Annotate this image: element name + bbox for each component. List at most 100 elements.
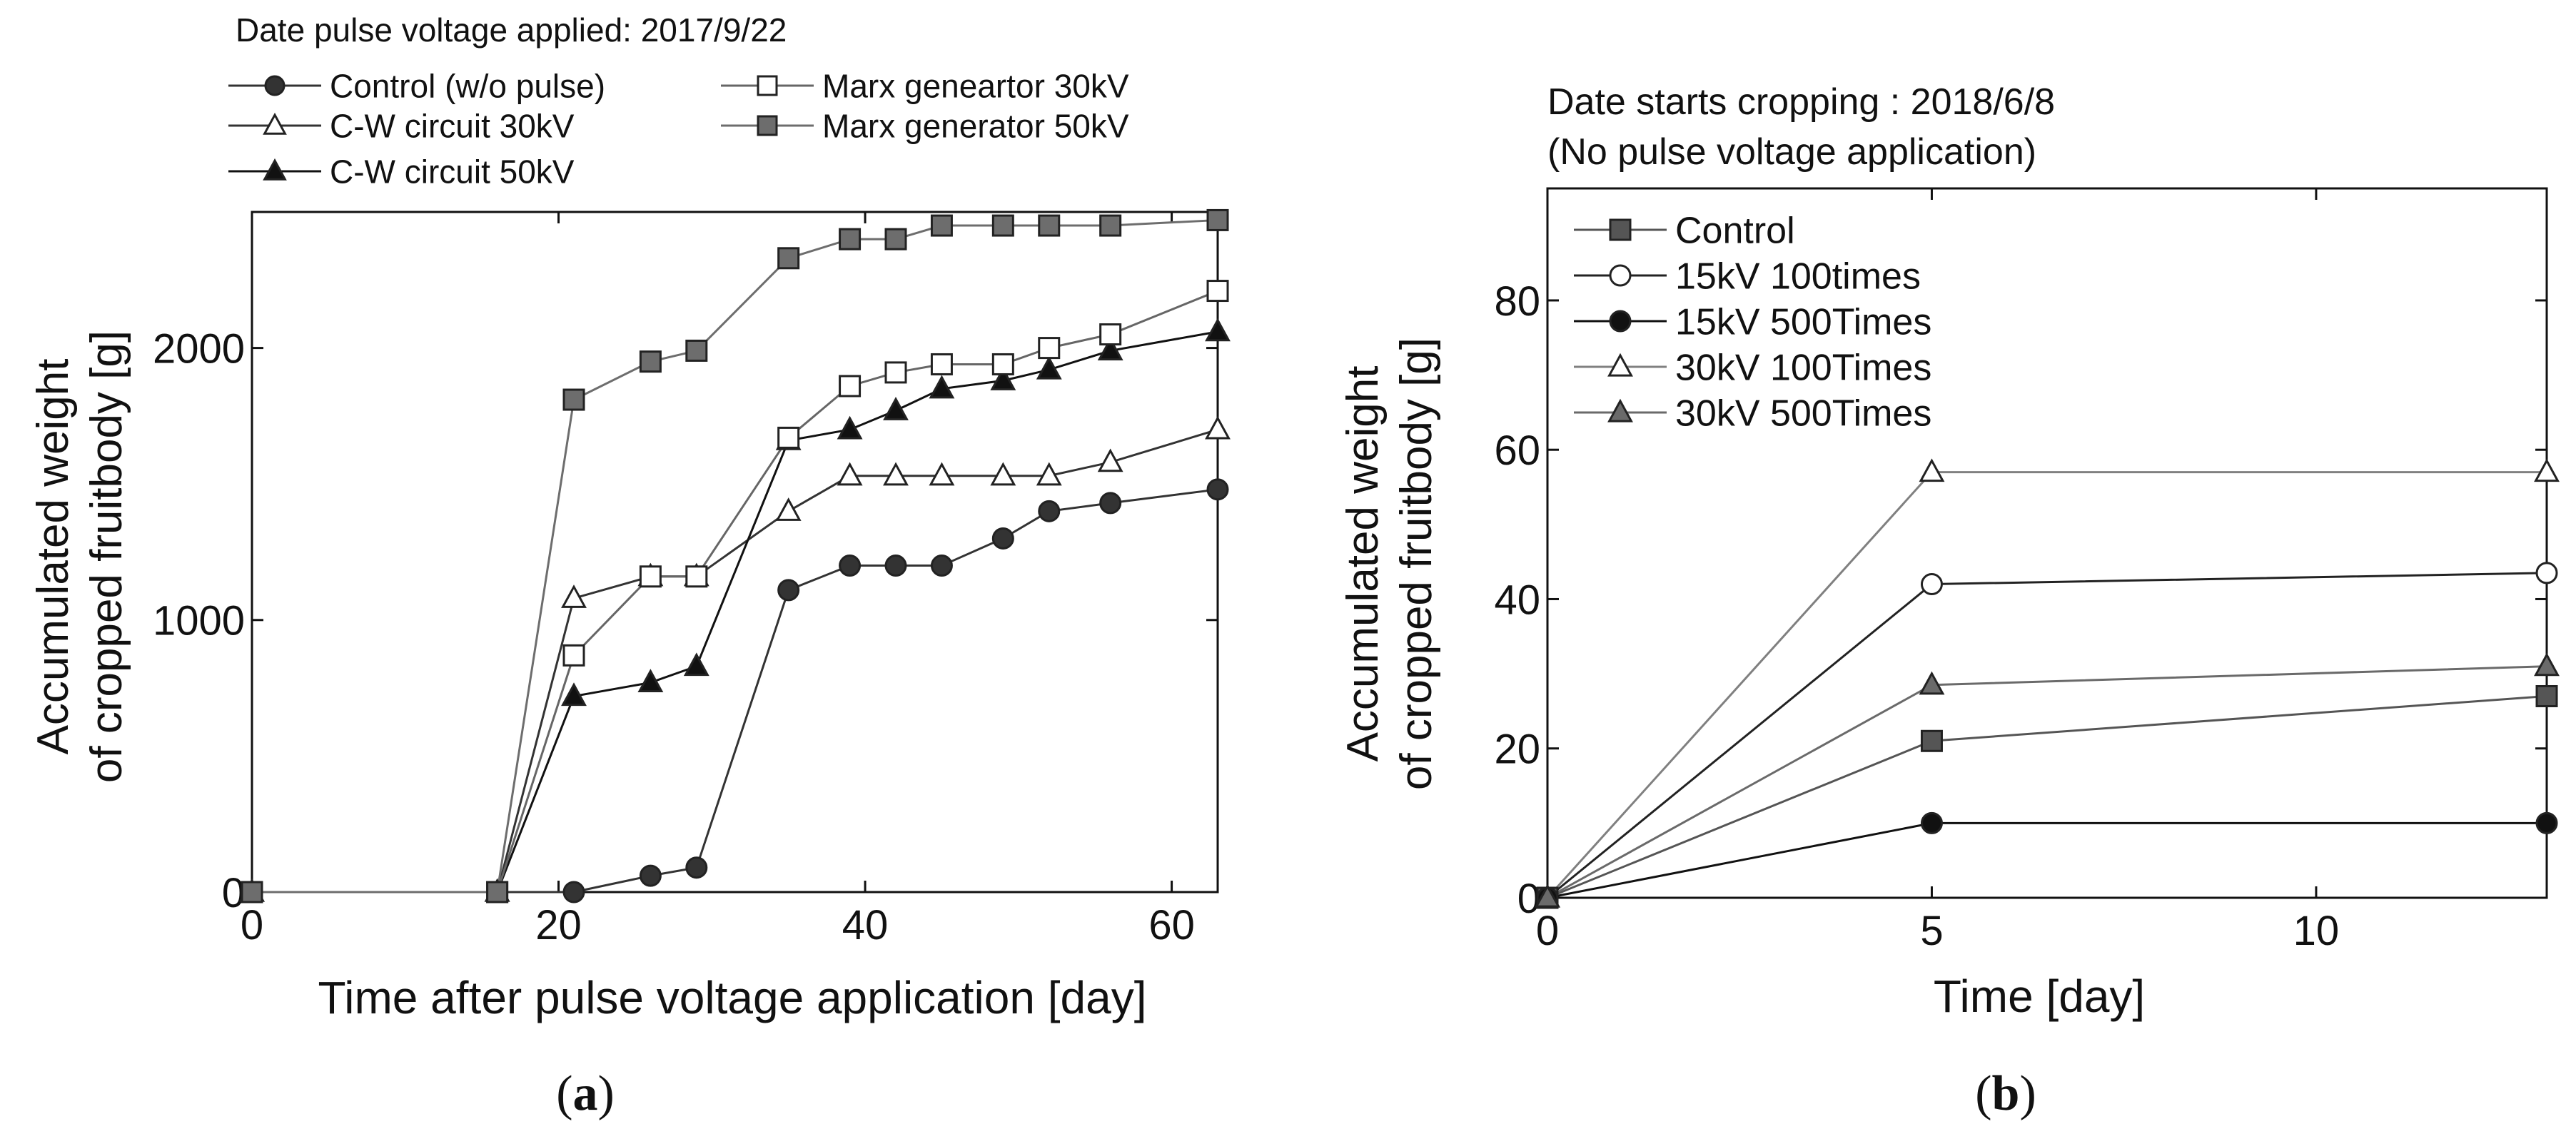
- chart-a-series-0-point: [639, 864, 662, 887]
- chart-a-series-3-point: [991, 353, 1014, 375]
- chart-b-series-1-line: [1547, 572, 2547, 899]
- chart-a-series-1-point: [929, 462, 955, 486]
- chart-a-legend-marker-3: [757, 75, 778, 96]
- chart-b-frame: [1546, 187, 2548, 899]
- chart-b-xtick-label: 5: [1920, 908, 1943, 954]
- chart-a-series-4-point: [839, 228, 862, 250]
- chart-b-xlabel: Time [day]: [1934, 971, 2145, 1022]
- chart-b-ylabel-line2: of cropped fruitbody [g]: [1392, 338, 1441, 790]
- chart-a-series-1-point: [1036, 462, 1062, 486]
- chart-a-legend-label-2: C-W circuit 50kV: [330, 153, 575, 191]
- chart-a-series-4-point: [991, 214, 1014, 237]
- chart-a-xlabel: Time after pulse voltage application [da…: [318, 972, 1147, 1023]
- chart-b-legend-marker-2: [1609, 310, 1632, 333]
- chart-a-series-2-point: [1097, 337, 1123, 360]
- chart-b-legend-label-4: 30kV 500Times: [1675, 393, 1931, 435]
- chart-a-series-1-point: [883, 462, 909, 486]
- chart-a-series-3-point: [777, 426, 800, 449]
- chart-a-series-4-point: [1038, 214, 1061, 237]
- chart-a-ytick-label: 1000: [153, 598, 245, 644]
- chart-a-series-0-point: [839, 555, 862, 577]
- chart-a-panel-letter: a: [573, 1066, 598, 1121]
- chart-b-series-3-point: [2534, 458, 2560, 482]
- chart-a-series-2-point: [683, 652, 709, 677]
- chart-a-title: Date pulse voltage applied: 2017/9/22: [236, 11, 787, 49]
- chart-b-ytick-label: 60: [1494, 427, 1540, 474]
- chart-a-series-3-point: [1038, 337, 1061, 360]
- chart-b-legend-label-3: 30kV 100Times: [1675, 348, 1931, 389]
- chart-a-series-1-point: [837, 462, 863, 486]
- chart-a-legend-marker-0: [264, 75, 286, 96]
- chart-b-legend-marker-1: [1609, 264, 1632, 287]
- chart-b-series-2-point: [2535, 811, 2558, 834]
- chart-b-xtick-label: 0: [1536, 908, 1559, 954]
- chart-a: Date pulse voltage applied: 2017/9/22 Co…: [29, 11, 1231, 1121]
- chart-a-legend: Control (w/o pulse)C-W circuit 30kV C-W c…: [228, 68, 1129, 191]
- chart-a-xtick-label: 40: [842, 902, 889, 948]
- chart-a-ylabel-line1: Accumulated weight: [29, 359, 78, 755]
- chart-b-ytick-label: 20: [1494, 727, 1540, 773]
- chart-b-series-4-point: [1919, 671, 1945, 695]
- chart-a-xtick-label: 0: [241, 902, 263, 948]
- chart-a-series-4-point: [930, 214, 953, 237]
- chart-b-series-0-line: [1547, 694, 2547, 899]
- chart-b-series-0-point: [2535, 684, 2558, 707]
- chart-b-legend-label-0: Control: [1675, 211, 1795, 252]
- chart-a-series-4-point: [1206, 208, 1229, 231]
- chart-a-legend-marker-4: [757, 115, 778, 136]
- chart-a-series-3-point: [884, 361, 907, 384]
- chart-b-series-0-point: [1920, 729, 1943, 752]
- chart-a-legend-label-1: C-W circuit 30kV: [330, 108, 575, 145]
- chart-a-series-2-point: [837, 415, 863, 440]
- chart-a-series-3-point: [562, 644, 585, 667]
- chart-b-panel-letter: b: [1992, 1066, 2020, 1121]
- chart-a-series-1-point: [1205, 415, 1231, 440]
- chart-a-legend-marker-1: [263, 112, 287, 135]
- chart-a-series-4-point: [562, 388, 585, 411]
- chart-a-ylabel-line2: of cropped fruitbody [g]: [82, 330, 131, 783]
- chart-a-xtick-label: 20: [535, 902, 582, 948]
- chart-b-legend-marker-0: [1609, 218, 1632, 241]
- chart-a-series-1-line: [252, 428, 1218, 894]
- chart-b-legend-marker-3: [1607, 353, 1633, 377]
- chart-a-series-4-line: [252, 218, 1218, 894]
- chart-a-ytick-label: 2000: [153, 325, 245, 372]
- chart-a-series-2-point: [561, 682, 587, 707]
- chart-a-series-4-point: [639, 350, 662, 373]
- chart-a-legend-label-3: Marx geneartor 30kV: [822, 68, 1129, 105]
- chart-b-series-2-line: [1547, 821, 2547, 899]
- chart-a-series-2-point: [990, 367, 1016, 390]
- chart-a-series-0-point: [1038, 500, 1061, 522]
- chart-a-series-2-point: [637, 669, 664, 693]
- chart-a-series-3-point: [639, 565, 662, 588]
- chart-a-series-3-point: [685, 565, 708, 588]
- chart-b-series-3-point: [1919, 458, 1945, 482]
- chart-b-ytick-label: 40: [1494, 577, 1540, 623]
- chart-b: Date starts cropping : 2018/6/8 (No puls…: [1338, 81, 2560, 1121]
- chart-a-frame: [251, 211, 1219, 894]
- chart-a-series-4-point: [241, 881, 263, 903]
- chart-a-series-4-point: [1099, 214, 1122, 237]
- chart-a-legend-marker-2: [263, 158, 287, 181]
- chart-b-series-3-line: [1546, 471, 2547, 899]
- chart-b-title-line1: Date starts cropping : 2018/6/8: [1547, 81, 2055, 123]
- chart-a-series-2-point: [1205, 318, 1231, 342]
- chart-a-series-4-point: [884, 228, 907, 250]
- chart-a-series-3-line: [252, 290, 1218, 894]
- chart-a-xtick-label: 60: [1148, 902, 1195, 948]
- chart-b-legend-marker-4: [1607, 398, 1633, 422]
- chart-b-ylabel-line1: Accumulated weight: [1338, 366, 1388, 762]
- chart-b-series-4-point: [1535, 884, 1560, 908]
- chart-a-series-0-point: [562, 881, 585, 903]
- chart-b-series-1-point: [1920, 573, 1943, 596]
- chart-b-series-1-point: [2535, 562, 2558, 584]
- chart-a-series-0-point: [884, 555, 907, 577]
- chart-a-series-3-point: [1206, 280, 1229, 303]
- chart-a-series-3-point: [839, 375, 862, 398]
- chart-a-series-0-point: [777, 579, 800, 602]
- chart-b-title-line2: (No pulse voltage application): [1547, 131, 2036, 173]
- chart-b-legend-label-2: 15kV 500Times: [1675, 302, 1931, 343]
